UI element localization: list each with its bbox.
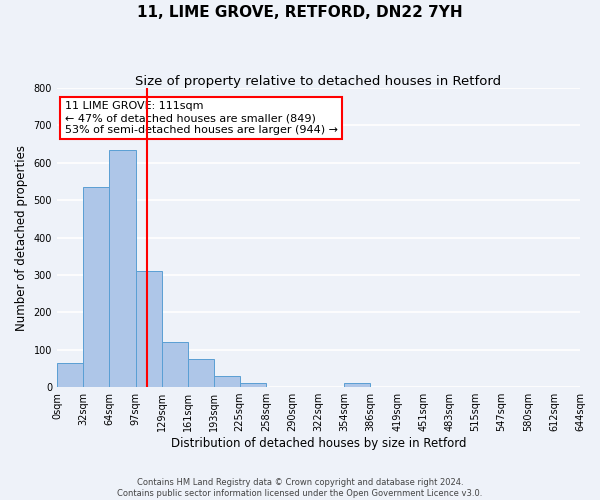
Text: Contains HM Land Registry data © Crown copyright and database right 2024.
Contai: Contains HM Land Registry data © Crown c… xyxy=(118,478,482,498)
Bar xyxy=(57,363,83,387)
X-axis label: Distribution of detached houses by size in Retford: Distribution of detached houses by size … xyxy=(171,437,466,450)
Bar xyxy=(214,376,239,387)
Bar xyxy=(188,359,214,387)
Bar xyxy=(161,342,188,387)
Y-axis label: Number of detached properties: Number of detached properties xyxy=(15,144,28,330)
Bar xyxy=(239,384,266,387)
Bar xyxy=(344,384,370,387)
Bar xyxy=(83,187,109,387)
Bar xyxy=(109,150,136,387)
Text: 11, LIME GROVE, RETFORD, DN22 7YH: 11, LIME GROVE, RETFORD, DN22 7YH xyxy=(137,5,463,20)
Title: Size of property relative to detached houses in Retford: Size of property relative to detached ho… xyxy=(136,75,502,88)
Text: 11 LIME GROVE: 111sqm
← 47% of detached houses are smaller (849)
53% of semi-det: 11 LIME GROVE: 111sqm ← 47% of detached … xyxy=(65,102,338,134)
Bar xyxy=(136,271,161,387)
